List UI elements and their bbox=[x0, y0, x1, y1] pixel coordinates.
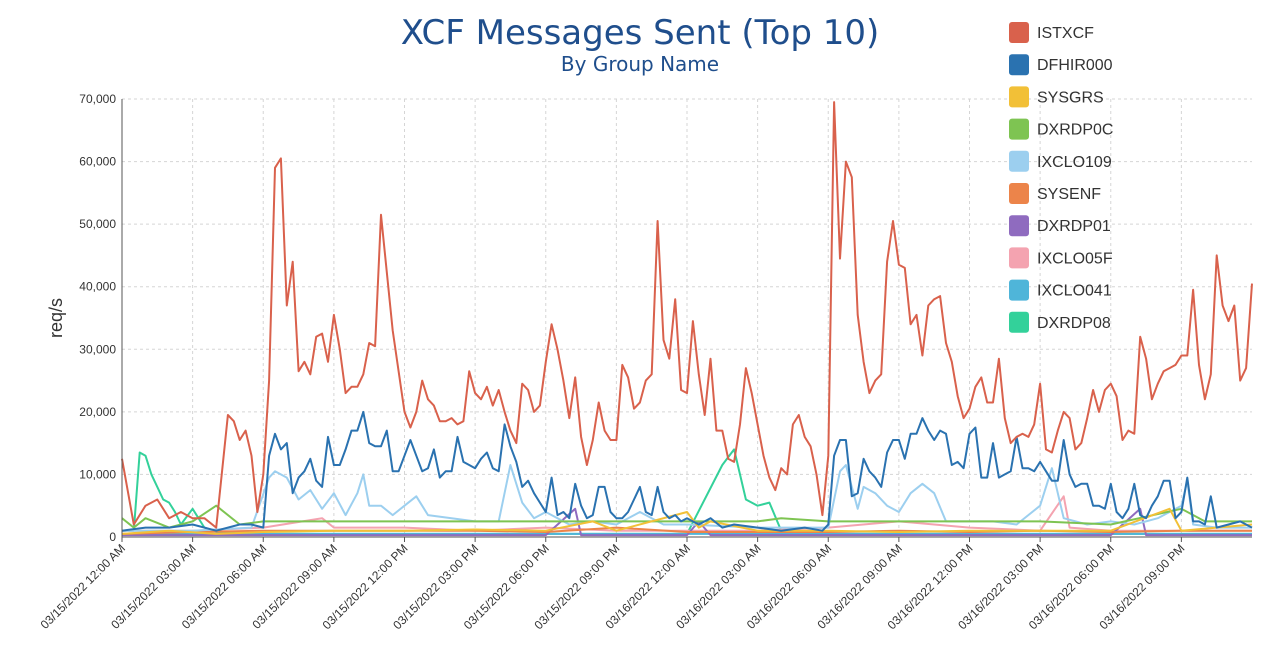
y-tick-label: 0 bbox=[109, 530, 116, 544]
y-tick-label: 30,000 bbox=[79, 342, 116, 356]
legend-label: IXCLO109 bbox=[1037, 154, 1112, 171]
y-tick-label: 10,000 bbox=[79, 467, 116, 481]
series-lines bbox=[121, 101, 1253, 537]
series-line-dxrdp0c bbox=[121, 504, 1252, 529]
legend-swatch bbox=[1009, 215, 1029, 237]
y-tick-label: 40,000 bbox=[79, 280, 116, 294]
legend-label: SYSGRS bbox=[1037, 89, 1104, 106]
legend-label: IXCLO041 bbox=[1037, 283, 1112, 300]
y-tick-label: 60,000 bbox=[79, 155, 116, 169]
series-line-ixclo109 bbox=[122, 464, 1252, 532]
y-tick-label: 50,000 bbox=[79, 217, 116, 231]
y-axis-label: req/s bbox=[46, 298, 66, 338]
legend-label: DXRDP0C bbox=[1037, 122, 1113, 139]
legend-swatch bbox=[1009, 22, 1029, 43]
y-tick-label: 20,000 bbox=[79, 405, 116, 419]
series-line-istxcf bbox=[121, 101, 1253, 529]
legend-swatch bbox=[1009, 247, 1029, 269]
legend-label: IXCLO05F bbox=[1037, 250, 1113, 267]
chart-subtitle: By Group Name bbox=[561, 52, 719, 76]
series-line-sysgrs bbox=[121, 507, 1253, 535]
legend-swatch bbox=[1009, 183, 1029, 204]
legend-swatch bbox=[1009, 311, 1029, 333]
y-axis-ticks: 0 10,000 20,000 30,000 40,000 50,000 60,000 70,… bbox=[79, 92, 116, 544]
chart-title: XCF Messages Sent (Top 10) bbox=[401, 13, 880, 53]
legend-swatch bbox=[1009, 54, 1029, 76]
y-tick-label: 70,000 bbox=[79, 92, 116, 106]
legend-label: SYSENF bbox=[1037, 186, 1101, 203]
legend-label: DFHIR000 bbox=[1037, 57, 1113, 74]
legend-swatch bbox=[1009, 279, 1029, 301]
legend-swatch bbox=[1009, 150, 1029, 172]
legend-swatch bbox=[1009, 86, 1029, 108]
legend-label: DXRDP01 bbox=[1037, 218, 1111, 235]
series-line-dfhir000 bbox=[121, 410, 1253, 532]
legend: ISTXCF DFHIR000 SYSGRS DXRDP0C IXCLO109 SYSEN… bbox=[1009, 22, 1113, 333]
legend-label: ISTXCF bbox=[1037, 25, 1094, 42]
legend-swatch bbox=[1009, 118, 1029, 140]
legend-label: DXRDP08 bbox=[1037, 315, 1111, 332]
